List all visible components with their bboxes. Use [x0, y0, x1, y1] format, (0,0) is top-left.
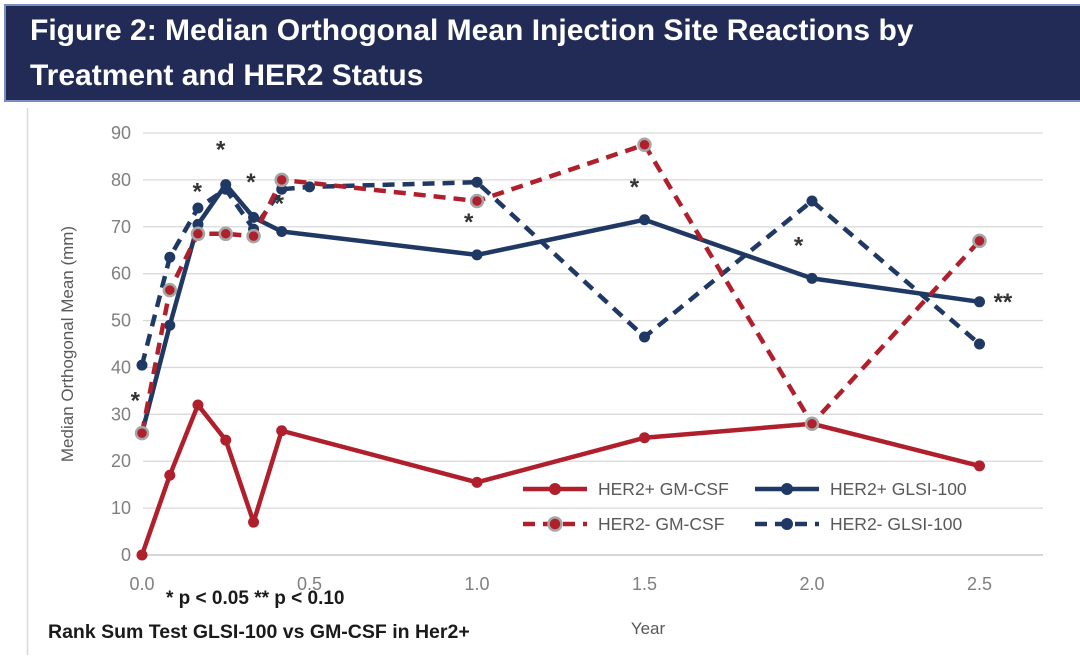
x-tick-label: 0.0: [129, 574, 154, 594]
legend-label: HER2- GM-CSF: [598, 514, 724, 534]
series-marker: [639, 214, 650, 226]
series-marker: [972, 233, 987, 249]
series-marker: [190, 226, 206, 242]
series-marker: [304, 181, 315, 193]
series-marker: [246, 228, 261, 244]
figure-title-bar: Figure 2: Median Orthogonal Mean Injecti…: [4, 4, 1080, 102]
y-tick-label: 20: [111, 451, 131, 471]
series-marker: [471, 476, 483, 488]
significance-asterisk: **: [994, 289, 1013, 316]
series-marker: [804, 416, 820, 431]
series-marker: [276, 425, 288, 437]
series-marker: [220, 434, 232, 446]
series-marker: [471, 249, 483, 261]
series-marker: [469, 193, 485, 209]
significance-asterisk: *: [131, 387, 141, 414]
y-tick-label: 0: [121, 545, 131, 565]
series-line: [139, 182, 982, 436]
y-tick-label: 50: [111, 311, 131, 331]
x-axis-title: Year: [631, 619, 666, 638]
series-marker: [471, 176, 483, 188]
legend-item: HER2+ GM-CSF: [523, 479, 729, 499]
legend-item: HER2- GM-CSF: [523, 514, 724, 534]
y-tick-label: 80: [111, 170, 131, 190]
significance-asterisk: *: [275, 190, 285, 217]
x-tick-label: 1.0: [464, 574, 489, 594]
series-marker: [192, 399, 204, 411]
series-marker: [192, 202, 204, 214]
series-marker: [136, 359, 148, 371]
significance-annotations: **********: [131, 136, 1013, 414]
series-marker: [248, 516, 260, 528]
series-line: [139, 402, 982, 558]
series-marker: [974, 296, 985, 308]
figure-title-line2: Treatment and HER2 Status: [30, 59, 424, 92]
series-marker: [164, 319, 176, 331]
legend: HER2+ GM-CSF HER2+ GLSI-100 HER2- GM-CSF HE…: [523, 479, 967, 534]
y-axis-title: Median Orthogonal Mean (mm): [58, 226, 77, 462]
y-tick-label: 30: [111, 404, 131, 424]
y-tick-label: 40: [111, 357, 131, 377]
gridlines: [143, 132, 1043, 556]
significance-asterisk: *: [216, 136, 226, 163]
series-marker: [806, 195, 818, 207]
y-tick-label: 10: [111, 498, 131, 518]
x-axis-tick-labels: 0.0 0.5 1.0 1.5 2.0 2.5: [129, 574, 992, 594]
series-marker: [162, 282, 178, 298]
y-tick-label: 90: [111, 123, 131, 143]
series-marker: [274, 172, 289, 188]
series-marker: [637, 137, 652, 152]
legend-label: HER2- GLSI-100: [830, 514, 963, 534]
significance-asterisk: *: [464, 209, 474, 236]
series-line: [139, 179, 981, 366]
significance-asterisk: *: [246, 169, 256, 196]
series-marker: [164, 469, 176, 481]
significance-asterisk: *: [193, 179, 203, 206]
legend-marker-sample: [781, 483, 793, 495]
legend-marker-sample: [547, 516, 563, 532]
legend-label: HER2+ GM-CSF: [598, 479, 729, 499]
y-tick-label: 70: [111, 217, 131, 237]
footnote-rank-sum-test: Rank Sum Test GLSI-100 vs GM-CSF in Her2…: [48, 621, 470, 643]
x-tick-label: 2.0: [799, 574, 824, 594]
y-axis-tick-labels: 0 10 20 30 40 50 60 70 80 90: [111, 123, 131, 565]
series-marker: [134, 425, 150, 441]
series-marker: [974, 460, 985, 472]
significance-asterisk: *: [794, 233, 804, 260]
series-her2--gm-csf: [134, 137, 987, 441]
series-marker: [220, 183, 232, 195]
x-tick-label: 0.5: [297, 574, 322, 594]
legend-item: HER2+ GLSI-100: [755, 479, 967, 499]
series-line: [139, 142, 982, 434]
x-tick-label: 1.5: [632, 574, 657, 594]
x-tick-label: 2.5: [967, 574, 992, 594]
legend-item: HER2- GLSI-100: [755, 514, 963, 534]
series-marker: [218, 226, 233, 242]
series-marker: [806, 272, 818, 284]
legend-label: HER2+ GLSI-100: [830, 479, 967, 499]
significance-asterisk: *: [630, 174, 640, 201]
y-tick-label: 60: [111, 264, 131, 284]
legend-marker-sample: [781, 518, 793, 530]
figure-title-line1: Figure 2: Median Orthogonal Mean Injecti…: [30, 14, 914, 47]
series-marker: [974, 338, 985, 350]
series-marker: [639, 331, 650, 343]
footnote-significance: * p < 0.05 ** p < 0.10: [166, 588, 345, 609]
series-marker: [276, 225, 288, 237]
series-marker: [164, 251, 176, 263]
series-marker: [136, 549, 148, 561]
series-marker: [248, 211, 260, 223]
legend-marker-sample: [549, 483, 561, 495]
series-marker: [639, 432, 650, 444]
